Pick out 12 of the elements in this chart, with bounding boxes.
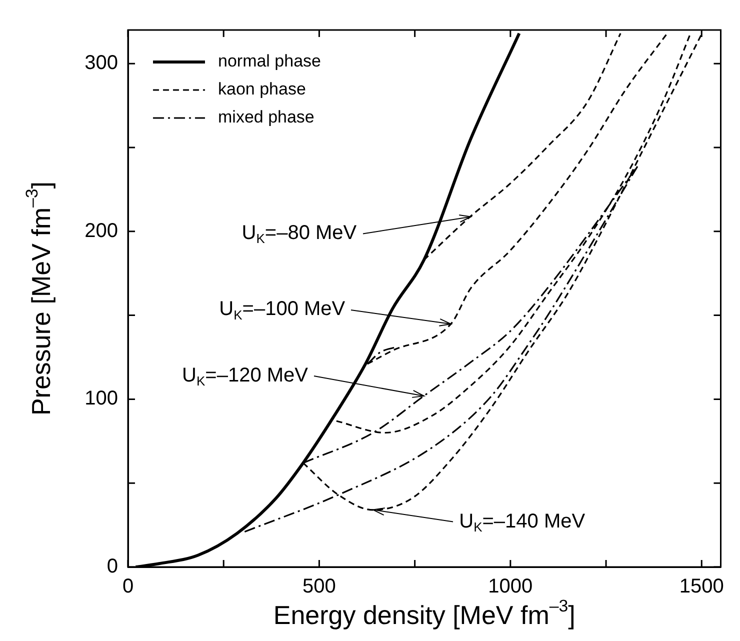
x-tick-label: 1000 bbox=[488, 576, 533, 598]
y-tick-label: 200 bbox=[84, 220, 118, 242]
x-tick-label: 0 bbox=[122, 576, 134, 598]
y-tick-label: 100 bbox=[84, 388, 118, 410]
y-axis-title: Pressure [MeV fm–3] bbox=[22, 181, 56, 416]
legend-label: kaon phase bbox=[218, 80, 306, 99]
legend-label: mixed phase bbox=[218, 108, 314, 127]
y-tick-label: 300 bbox=[84, 52, 118, 74]
legend-label: normal phase bbox=[218, 52, 322, 71]
y-tick-label: 0 bbox=[106, 556, 118, 578]
x-tick-label: 500 bbox=[302, 576, 336, 598]
x-tick-label: 1500 bbox=[679, 576, 724, 598]
